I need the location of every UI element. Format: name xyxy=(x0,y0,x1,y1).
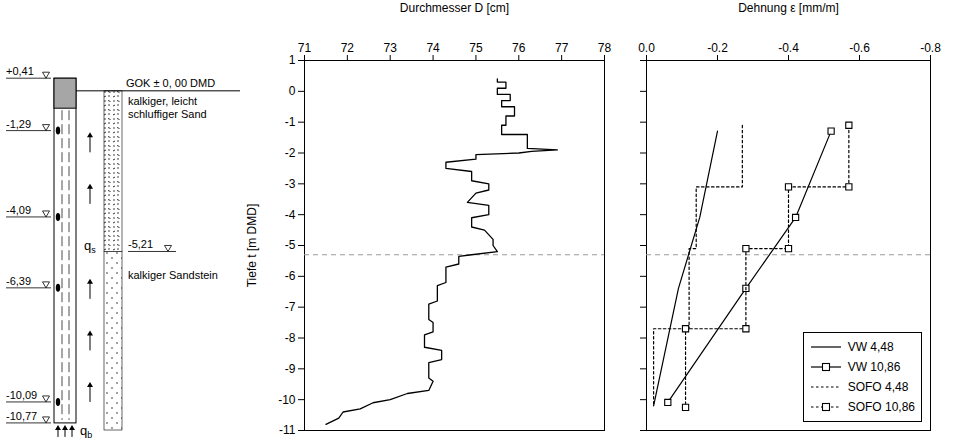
svg-text:74: 74 xyxy=(426,41,440,55)
svg-text:78: 78 xyxy=(598,41,612,55)
svg-text:Dehnung ε [mm/m]: Dehnung ε [mm/m] xyxy=(738,1,839,15)
svg-text:+0,41: +0,41 xyxy=(6,65,34,77)
svg-text:76: 76 xyxy=(512,41,526,55)
svg-text:0.0: 0.0 xyxy=(638,41,655,55)
html-text:VW 10,86: VW 10,86 xyxy=(847,360,901,374)
svg-text:Tiefe t [m DMD]: Tiefe t [m DMD] xyxy=(245,204,259,288)
svg-text:-7: -7 xyxy=(285,300,296,314)
svg-text:77: 77 xyxy=(555,41,569,55)
svg-text:-1,29: -1,29 xyxy=(6,118,31,130)
svg-text:72: 72 xyxy=(341,41,355,55)
svg-text:schluffiger Sand: schluffiger Sand xyxy=(128,108,207,120)
svg-text:qs: qs xyxy=(84,238,96,255)
svg-text:-6,39: -6,39 xyxy=(6,275,31,287)
html-text:SOFO 10,86: SOFO 10,86 xyxy=(847,400,915,414)
svg-text:qb: qb xyxy=(80,423,92,440)
svg-text:-3: -3 xyxy=(285,177,296,191)
svg-text:Durchmesser D [cm]: Durchmesser D [cm] xyxy=(400,1,509,15)
svg-text:-6: -6 xyxy=(285,269,296,283)
svg-text:1: 1 xyxy=(289,53,296,67)
svg-text:-0.6: -0.6 xyxy=(849,41,870,55)
svg-text:-1: -1 xyxy=(285,115,296,129)
svg-text:-2: -2 xyxy=(285,146,296,160)
svg-text:-10,09: -10,09 xyxy=(6,389,37,401)
svg-text:73: 73 xyxy=(384,41,398,55)
svg-text:-10: -10 xyxy=(278,393,296,407)
html-text:SOFO 4,48: SOFO 4,48 xyxy=(847,380,909,394)
svg-text:0: 0 xyxy=(289,84,296,98)
svg-text:71: 71 xyxy=(298,41,312,55)
svg-text:-10,77: -10,77 xyxy=(6,410,37,422)
svg-text:GOK ± 0, 00 DMD: GOK ± 0, 00 DMD xyxy=(126,77,215,89)
svg-text:-5: -5 xyxy=(285,238,296,252)
svg-text:kalkiger Sandstein: kalkiger Sandstein xyxy=(128,269,218,281)
svg-text:-8: -8 xyxy=(285,331,296,345)
svg-text:-0.8: -0.8 xyxy=(920,41,941,55)
html-text:VW 4,48: VW 4,48 xyxy=(847,340,894,354)
svg-text:-0.2: -0.2 xyxy=(707,41,728,55)
svg-text:-11: -11 xyxy=(279,423,296,437)
svg-text:kalkiger, leicht: kalkiger, leicht xyxy=(128,95,197,107)
svg-text:-0.4: -0.4 xyxy=(778,41,799,55)
svg-text:75: 75 xyxy=(469,41,483,55)
svg-text:-4: -4 xyxy=(285,208,296,222)
svg-text:-5,21: -5,21 xyxy=(128,238,153,250)
svg-text:-9: -9 xyxy=(285,362,296,376)
svg-text:-4,09: -4,09 xyxy=(6,204,31,216)
